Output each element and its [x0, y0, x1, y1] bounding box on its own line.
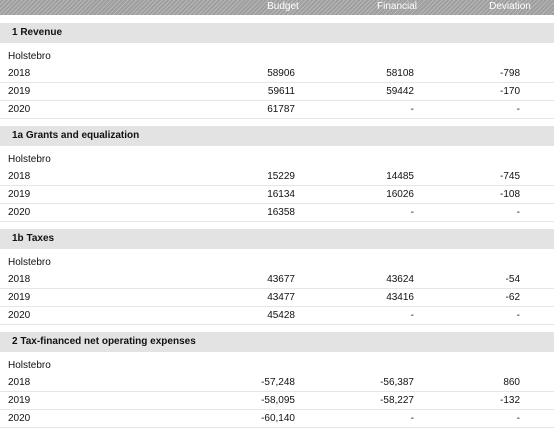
budget-cell: 16358 — [267, 207, 295, 218]
table-row: 2018 43677 43624 -54 — [0, 272, 554, 289]
financial-cell: 43416 — [386, 292, 414, 303]
deviation-cell: 860 — [503, 377, 520, 388]
deviation-cell: -798 — [499, 68, 520, 79]
financial-column-header[interactable]: Financial — [376, 1, 418, 12]
group-label: Holstebro — [8, 360, 51, 371]
budget-cell: -60,140 — [261, 413, 295, 424]
table-row: 2020 -60,140 - - — [0, 411, 554, 428]
budget-cell: 43677 — [267, 274, 295, 285]
deviation-cell: -132 — [499, 395, 520, 406]
budget-cell: 61787 — [267, 104, 295, 115]
year-cell: 2019 — [8, 395, 31, 406]
financial-cell: 16026 — [386, 189, 414, 200]
budget-cell: 45428 — [267, 310, 295, 321]
deviation-cell: -108 — [499, 189, 520, 200]
table-row: 2018 -57,248 -56,387 860 — [0, 375, 554, 392]
year-cell: 2018 — [8, 171, 31, 182]
deviation-cell: -170 — [499, 86, 520, 97]
section-title: 1b Taxes — [0, 229, 554, 249]
year-cell: 2019 — [8, 189, 31, 200]
financial-cell: 58108 — [386, 68, 414, 79]
budget-cell: 16134 — [267, 189, 295, 200]
year-cell: 2020 — [8, 413, 31, 424]
budget-cell: 15229 — [267, 171, 295, 182]
budget-cell: 58906 — [267, 68, 295, 79]
financial-cell: -56,387 — [380, 377, 414, 388]
table-row: 2018 15229 14485 -745 — [0, 169, 554, 186]
table-header: Budget Financial Deviation — [0, 0, 554, 15]
group-label: Holstebro — [8, 154, 51, 165]
deviation-cell: - — [516, 413, 520, 424]
deviation-cell: -745 — [499, 171, 520, 182]
financial-cell: - — [410, 310, 414, 321]
financial-cell: - — [410, 413, 414, 424]
financial-cell: -58,227 — [380, 395, 414, 406]
table-row: 2019 16134 16026 -108 — [0, 187, 554, 204]
deviation-cell: - — [516, 104, 520, 115]
group-label: Holstebro — [8, 51, 51, 62]
deviation-cell: -54 — [505, 274, 520, 285]
deviation-cell: - — [516, 207, 520, 218]
budget-cell: 59611 — [267, 86, 295, 97]
budget-column-header[interactable]: Budget — [267, 1, 299, 12]
table-row: 2020 45428 - - — [0, 308, 554, 325]
table-row: 2019 -58,095 -58,227 -132 — [0, 393, 554, 410]
table-row: 2018 58906 58108 -798 — [0, 66, 554, 83]
deviation-cell: - — [516, 310, 520, 321]
section-title: 2 Tax-financed net operating expenses — [0, 332, 554, 352]
year-cell: 2020 — [8, 207, 31, 218]
table-row: 2020 61787 - - — [0, 102, 554, 119]
table-row: 2019 59611 59442 -170 — [0, 84, 554, 101]
year-cell: 2019 — [8, 292, 31, 303]
year-cell: 2018 — [8, 274, 31, 285]
financial-cell: - — [410, 207, 414, 218]
financial-cell: - — [410, 104, 414, 115]
group-label: Holstebro — [8, 257, 51, 268]
year-cell: 2020 — [8, 104, 31, 115]
year-cell: 2019 — [8, 86, 31, 97]
deviation-cell: -62 — [505, 292, 520, 303]
section-title: 1 Revenue — [0, 23, 554, 43]
year-cell: 2020 — [8, 310, 31, 321]
section-title: 1a Grants and equalization — [0, 126, 554, 146]
table-row: 2019 43477 43416 -62 — [0, 290, 554, 307]
financial-cell: 59442 — [386, 86, 414, 97]
budget-cell: 43477 — [267, 292, 295, 303]
financial-cell: 43624 — [386, 274, 414, 285]
budget-cell: -57,248 — [261, 377, 295, 388]
year-cell: 2018 — [8, 377, 31, 388]
deviation-column-header[interactable]: Deviation — [489, 1, 531, 12]
year-cell: 2018 — [8, 68, 31, 79]
financial-cell: 14485 — [386, 171, 414, 182]
budget-cell: -58,095 — [261, 395, 295, 406]
table-row: 2020 16358 - - — [0, 205, 554, 222]
